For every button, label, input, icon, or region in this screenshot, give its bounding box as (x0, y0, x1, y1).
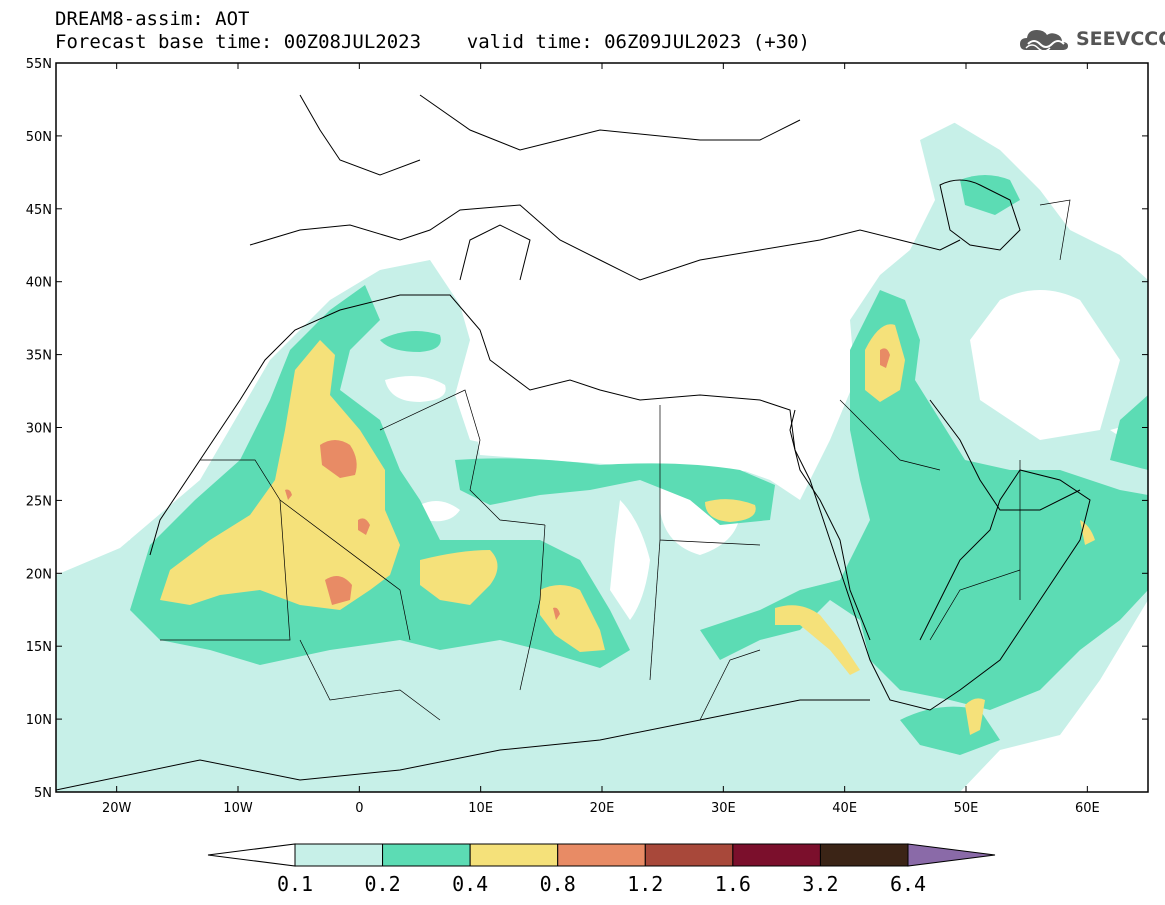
colorbar-level-label: 6.4 (890, 872, 926, 896)
aot-level-0.4 (160, 324, 1095, 735)
longitude-axis: 20W 10W 0 10E 20E 30E 40E 50E 60E (102, 63, 1100, 816)
aot-level-0.8 (285, 348, 890, 620)
coastlines (56, 94, 1091, 791)
colorbar-swatch (294, 843, 384, 867)
seevccc-logo: SEEVCCC (1018, 24, 1165, 56)
lon-tick-label: 10E (468, 801, 493, 816)
lat-tick-label: 25N (26, 494, 52, 509)
colorbar-level-label: 0.2 (365, 872, 401, 896)
colorbar-level-label: 1.6 (715, 872, 751, 896)
logo-text: SEEVCCC (1076, 28, 1165, 50)
aot-contours (56, 63, 1148, 792)
aot-colorbar: 0.1 0.2 0.4 0.8 1.2 1.6 3.2 6.4 (207, 843, 996, 896)
lat-tick-label: 35N (26, 349, 52, 364)
colorbar-swatch (469, 843, 559, 867)
colorbar-over-arrow (907, 843, 996, 867)
cloud-icon (1020, 30, 1068, 52)
colorbar-swatch (557, 843, 646, 867)
lon-tick-label: 20W (102, 801, 132, 816)
lon-tick-label: 50E (954, 801, 979, 816)
colorbar-level-label: 1.2 (627, 872, 663, 896)
lon-tick-label: 60E (1075, 801, 1100, 816)
lat-tick-label: 30N (26, 422, 52, 437)
colorbar-swatch (819, 843, 909, 867)
lat-tick-label: 5N (34, 786, 52, 801)
map-title: DREAM8-assim: AOT (55, 8, 250, 30)
lon-tick-label: 0 (355, 801, 363, 816)
lat-tick-label: 20N (26, 567, 52, 582)
lat-tick-label: 40N (26, 276, 52, 291)
lat-tick-label: 45N (26, 203, 52, 218)
country-borders (160, 199, 1071, 721)
colorbar-level-label: 3.2 (802, 872, 838, 896)
map-subtitle: Forecast base time: 00Z08JUL2023 valid t… (55, 31, 810, 53)
colorbar-swatch (382, 843, 471, 867)
lat-tick-label: 55N (26, 57, 52, 72)
colorbar-swatch (644, 843, 734, 867)
lat-tick-label: 50N (26, 130, 52, 145)
colorbar-level-label: 0.1 (277, 872, 313, 896)
lon-tick-label: 30E (711, 801, 736, 816)
colorbar-level-label: 0.8 (540, 872, 576, 896)
latitude-axis: 5N 10N 15N 20N 25N 30N 35N 40N 45N 50N 55N (26, 57, 1148, 801)
lon-tick-label: 10W (223, 801, 253, 816)
colorbar-level-label: 0.4 (452, 872, 488, 896)
lon-tick-label: 20E (590, 801, 615, 816)
lat-tick-label: 10N (26, 713, 52, 728)
lon-tick-label: 40E (832, 801, 857, 816)
lat-tick-label: 15N (26, 640, 52, 655)
colorbar-under-arrow (207, 843, 296, 867)
colorbar-swatch (732, 843, 821, 867)
